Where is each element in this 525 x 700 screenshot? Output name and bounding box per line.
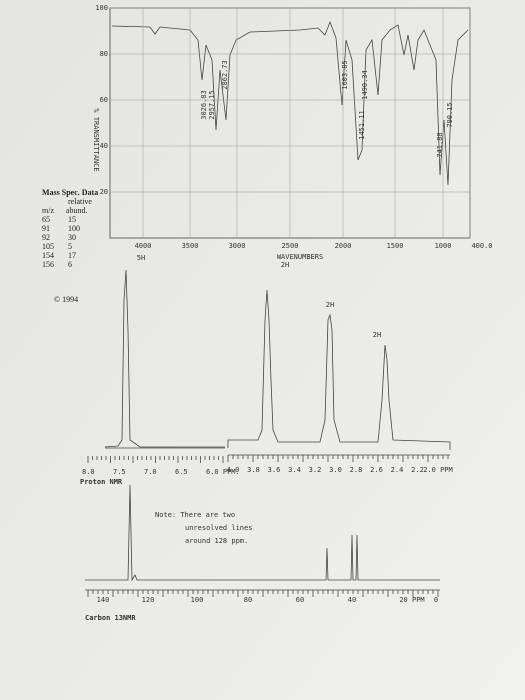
carbon-nmr: Carbon 13NMR Note: There are two unresolv… bbox=[85, 484, 440, 622]
ppm-label: 3.6 bbox=[268, 466, 281, 474]
ppm-label: 2.6 bbox=[370, 466, 383, 474]
ir-y-label: 60 bbox=[100, 96, 108, 104]
ms-cell: 17 bbox=[68, 251, 76, 260]
ir-x-label: 1500 bbox=[387, 242, 404, 250]
ir-x-label: 400.0 bbox=[471, 242, 492, 250]
ms-cell: 15 bbox=[68, 215, 76, 224]
ppm-label: 4.0 bbox=[227, 466, 240, 474]
integration: 2H bbox=[373, 331, 381, 339]
ppm-label: 7.5 bbox=[113, 468, 126, 476]
nmr-caption: Proton NMR bbox=[80, 478, 123, 486]
ir-peak-label: 3026.83 bbox=[200, 90, 208, 120]
ppm-label: 3.2 bbox=[309, 466, 322, 474]
ir-x-title: WAVENUMBERS bbox=[277, 253, 323, 261]
note-line: unresolved lines bbox=[185, 524, 252, 532]
ppm-label: 20 PPM bbox=[399, 596, 424, 604]
ms-cell: 154 bbox=[42, 251, 54, 260]
ms-cell: 6 bbox=[68, 260, 72, 269]
ms-cell: 105 bbox=[42, 242, 54, 251]
ms-cell: 91 bbox=[42, 224, 50, 233]
ir-x-label: 2500 bbox=[282, 242, 299, 250]
ppm-label: 8.0 bbox=[82, 468, 95, 476]
ppm-label: 2.0 PPM bbox=[423, 466, 453, 474]
ir-trace bbox=[111, 20, 469, 186]
ir-x-label: 3500 bbox=[182, 242, 199, 250]
ppm-label: 2.4 bbox=[391, 466, 404, 474]
ir-peak-label: 741.88 bbox=[436, 132, 444, 157]
ppm-label: 3.8 bbox=[247, 466, 260, 474]
ppm-label: 140 bbox=[97, 596, 110, 604]
ir-x-label: 1000 bbox=[435, 242, 452, 250]
integration: 2H bbox=[326, 301, 334, 309]
nmr-trace bbox=[227, 289, 451, 450]
ir-y-title: % TRANSMITTANCE bbox=[92, 108, 100, 171]
ppm-label: 3.0 bbox=[329, 466, 342, 474]
ms-title: Mass Spec. Data bbox=[42, 188, 98, 197]
ir-y-label: 80 bbox=[100, 50, 108, 58]
nmr-trace bbox=[104, 269, 225, 448]
ppm-label: 3.4 bbox=[288, 466, 301, 474]
proton-nmr: Proton NMR 5H 2H 2H 2H 8.0 7.5 7.0 6.5 6.0 PPM.4… bbox=[80, 254, 453, 486]
ir-x-label: 2000 bbox=[335, 242, 352, 250]
ir-peak-label: 1490.34 bbox=[361, 70, 369, 100]
ppm-label: 2.2 bbox=[411, 466, 424, 474]
ms-cell: 92 bbox=[42, 233, 50, 242]
ir-x-label: 4000 bbox=[135, 242, 152, 250]
integration: 5H bbox=[137, 254, 145, 262]
ir-x-label: 3000 bbox=[229, 242, 246, 250]
ms-cell: 30 bbox=[68, 233, 76, 242]
ir-peak-label: 700.15 bbox=[446, 102, 454, 127]
ppm-label: 120 bbox=[142, 596, 155, 604]
ms-cell: 5 bbox=[68, 242, 72, 251]
ms-cell: 156 bbox=[42, 260, 54, 269]
ppm-label: 40 bbox=[348, 596, 356, 604]
ms-cell: 100 bbox=[68, 224, 80, 233]
ir-y-label: 100 bbox=[95, 4, 108, 12]
ms-header-top: relative bbox=[68, 197, 92, 206]
ir-spectrum: % TRANSMITTANCE WAVENUMBERS 100 80 60 40 20 4… bbox=[92, 4, 493, 261]
ppm-label: 80 bbox=[244, 596, 252, 604]
ppm-label: 100 bbox=[191, 596, 204, 604]
integration: 2H bbox=[281, 261, 289, 269]
ppm-label: 2.8 bbox=[350, 466, 363, 474]
ppm-label: 6.0 PPM. bbox=[206, 468, 240, 476]
note-line: around 128 ppm. bbox=[185, 537, 248, 545]
mass-spec: Mass Spec. Data relative © 1994 m/z abund… bbox=[42, 188, 98, 304]
ir-peak-label: 2957.15 bbox=[208, 90, 216, 120]
ppm-label: 7.0 bbox=[144, 468, 157, 476]
ir-peak-label: 1603.85 bbox=[341, 60, 349, 90]
ir-y-label: 40 bbox=[100, 142, 108, 150]
note-line: Note: There are two bbox=[155, 511, 235, 519]
ir-peak-label: 1451.11 bbox=[358, 110, 366, 140]
copyright: © 1994 bbox=[54, 295, 78, 304]
ppm-label: 0 bbox=[434, 596, 438, 604]
ppm-label: 60 bbox=[296, 596, 304, 604]
nmr-trace bbox=[85, 484, 440, 582]
nmr-caption: Carbon 13NMR bbox=[85, 614, 136, 622]
ms-column: abund. bbox=[66, 206, 88, 215]
ms-column: m/z bbox=[42, 206, 54, 215]
ms-cell: 65 bbox=[42, 215, 50, 224]
ir-y-label: 20 bbox=[100, 188, 108, 196]
ppm-label: 6.5 bbox=[175, 468, 188, 476]
ir-peak-label: 2862.73 bbox=[221, 60, 229, 90]
